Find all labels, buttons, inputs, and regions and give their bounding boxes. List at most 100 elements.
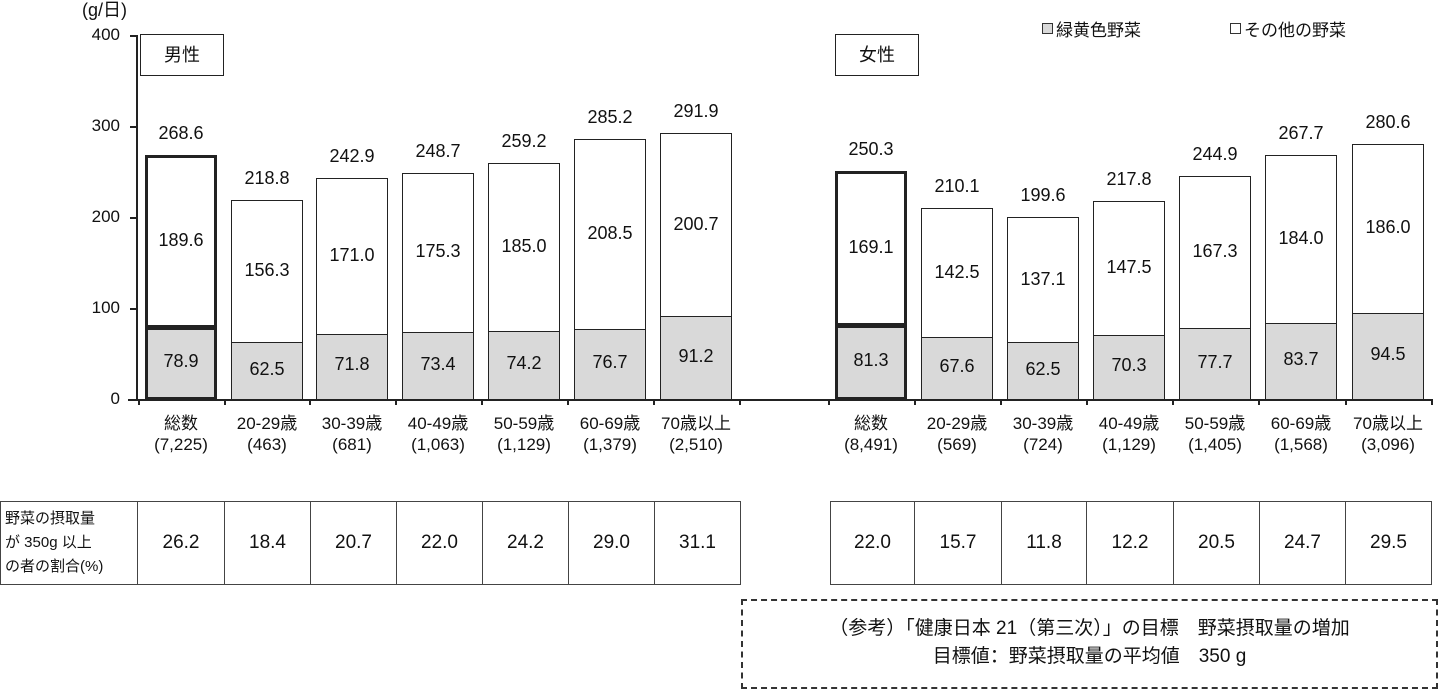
male-pct-table: 野菜の摂取量 が 350g 以上 の者の割合(%) 26.2 18.4 20.7… — [0, 501, 741, 585]
bar-segment-other — [488, 163, 560, 333]
category-name: 40-49歳 — [407, 414, 469, 433]
bar-segment-other — [1007, 217, 1079, 344]
category-sample-size: (463) — [247, 435, 287, 454]
bar-segment-other — [145, 154, 217, 329]
bar-segment-green-yellow — [1265, 322, 1337, 400]
category-label: 60-69歳 (1,379) — [565, 413, 655, 455]
legend-swatch-green-yellow — [1042, 23, 1053, 34]
category-label: 20-29歳 (569) — [912, 413, 1002, 455]
bar-segment-green-yellow — [1179, 328, 1251, 400]
category-name: 50-59歳 — [493, 414, 555, 433]
bar-other-label: 169.1 — [848, 237, 894, 258]
bar-segment-green-yellow — [1007, 342, 1079, 400]
bar-segment-green-yellow — [145, 327, 217, 400]
reference-note-box: （参考）「健康日本 21（第三次）」の目標 野菜摂取量の増加 目標値：野菜摂取量… — [741, 599, 1438, 689]
category-name: 総数 — [164, 414, 198, 433]
bar-other-label: 167.3 — [1192, 241, 1238, 262]
pct-cell: 15.7 — [914, 501, 1002, 585]
x-tick-mark — [1172, 399, 1174, 405]
bar-other-label: 186.0 — [1365, 217, 1411, 238]
x-tick-mark — [739, 399, 741, 405]
bar-green-label: 73.4 — [420, 353, 456, 374]
x-tick-mark — [828, 399, 830, 405]
bar-green-label: 91.2 — [678, 345, 714, 366]
male-pct-row: 野菜の摂取量 が 350g 以上 の者の割合(%) 26.2 18.4 20.7… — [0, 501, 741, 585]
bar-segment-other — [1093, 200, 1165, 337]
row-header-line: 野菜の摂取量 — [5, 510, 96, 527]
y-tick-mark — [130, 217, 136, 219]
category-name: 20-29歳 — [926, 414, 988, 433]
reference-note-line1: （参考）「健康日本 21（第三次）」の目標 野菜摂取量の増加 — [829, 618, 1350, 639]
bar-segment-green-yellow — [402, 332, 474, 400]
bar-segment-green-yellow — [835, 325, 907, 400]
category-sample-size: (681) — [332, 435, 372, 454]
category-label: 60-69歳 (1,568) — [1256, 413, 1346, 455]
bar-other-label: 156.3 — [244, 260, 290, 280]
bar-total-label: 259.2 — [501, 131, 547, 152]
pct-cell: 29.0 — [568, 501, 655, 585]
y-tick-100: 100 — [91, 298, 120, 317]
bar-segment-green-yellow — [574, 329, 646, 400]
pct-cell: 26.2 — [137, 501, 225, 585]
x-tick-mark — [1345, 399, 1347, 405]
category-name: 40-49歳 — [1098, 414, 1160, 433]
x-tick-mark — [309, 399, 311, 405]
bar-other-label: 189.6 — [158, 229, 204, 250]
female-pct-table: 22.0 15.7 11.8 12.2 20.5 24.7 29.5 — [830, 501, 1432, 585]
bar-green-label: 74.2 — [506, 353, 542, 374]
legend-other-label: その他の野菜 — [1244, 21, 1346, 40]
pct-cell: 24.7 — [1259, 501, 1346, 585]
bar-green-label: 70.3 — [1111, 355, 1147, 375]
bar-other-label: 147.5 — [1106, 256, 1152, 277]
x-tick-mark — [567, 399, 569, 405]
bar-green-label: 67.6 — [939, 356, 975, 377]
x-tick-mark — [481, 399, 483, 405]
category-name: 50-59歳 — [1184, 414, 1246, 433]
pct-cell: 22.0 — [830, 501, 915, 585]
bar-total-label: 291.9 — [673, 101, 719, 122]
category-sample-size: (1,063) — [411, 435, 465, 454]
category-sample-size: (1,379) — [583, 435, 637, 454]
category-label: 50-59歳 (1,129) — [479, 413, 569, 455]
bar-total-label: 242.9 — [329, 145, 375, 166]
bar-other-label: 184.0 — [1278, 228, 1324, 249]
x-tick-mark — [1258, 399, 1260, 405]
y-axis-unit-label: (g/日) — [82, 0, 127, 20]
bar-segment-green-yellow — [316, 333, 388, 400]
category-sample-size: (8,491) — [844, 435, 898, 454]
bar-total-label: 267.7 — [1278, 123, 1324, 144]
y-tick-mark — [130, 308, 136, 310]
category-sample-size: (724) — [1023, 435, 1063, 454]
female-pct-row: 22.0 15.7 11.8 12.2 20.5 24.7 29.5 — [830, 501, 1432, 585]
y-tick-0: 0 — [110, 389, 120, 408]
bar-segment-green-yellow — [488, 331, 560, 400]
bar-total-label: 210.1 — [934, 175, 980, 196]
bar-segment-green-yellow — [231, 342, 303, 400]
bar-green-label: 76.7 — [592, 352, 628, 373]
bar-other-label: 142.5 — [934, 261, 980, 282]
bar-segment-green-yellow — [921, 337, 993, 400]
category-name: 30-39歳 — [321, 414, 383, 433]
legend-green-yellow: 緑黄色野菜 — [1042, 16, 1141, 41]
female-group-label: 女性 — [835, 34, 919, 76]
bar-segment-other — [231, 199, 303, 344]
category-label: 20-29歳 (463) — [222, 413, 312, 455]
category-sample-size: (569) — [937, 435, 977, 454]
category-sample-size: (3,096) — [1361, 435, 1415, 454]
bar-other-label: 137.1 — [1020, 268, 1066, 289]
bar-total-label: 199.6 — [1020, 185, 1066, 206]
x-tick-mark — [1086, 399, 1088, 405]
category-sample-size: (1,568) — [1274, 435, 1328, 454]
pct-cell: 29.5 — [1345, 501, 1432, 585]
y-tick-mark — [130, 126, 136, 128]
category-label: 40-49歳 (1,129) — [1084, 413, 1174, 455]
y-tick-200: 200 — [91, 207, 120, 226]
bar-green-label: 77.7 — [1197, 351, 1233, 372]
pct-cell: 20.7 — [310, 501, 397, 585]
bar-segment-other — [402, 172, 474, 334]
bar-green-label: 62.5 — [249, 358, 285, 379]
x-tick-mark — [1000, 399, 1002, 405]
x-tick-mark — [914, 399, 916, 405]
bar-other-label: 208.5 — [587, 223, 633, 244]
bar-total-label: 250.3 — [848, 139, 894, 160]
